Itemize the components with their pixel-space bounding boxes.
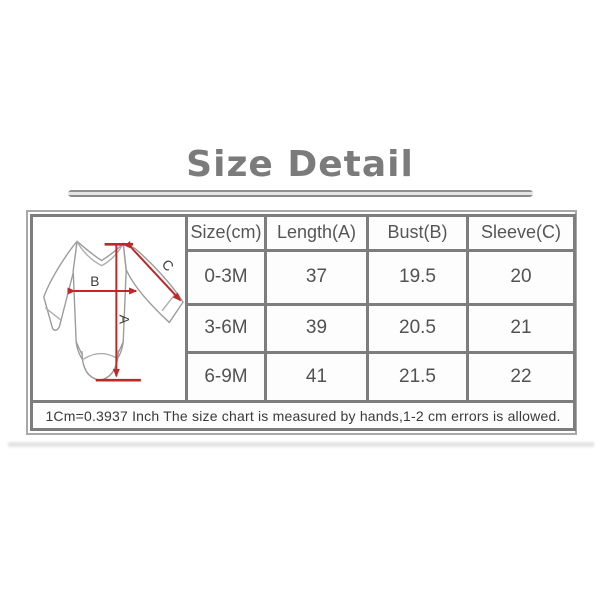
cell-sleeve-row1: 20 [466, 248, 576, 306]
table-row: 3-6M 39 20.5 21 [32, 302, 576, 354]
bodysuit-outline [43, 240, 184, 381]
diagram-cell: A B C [30, 213, 188, 404]
cell-sleeve-row2: 21 [466, 302, 576, 354]
collar-inner-line [76, 240, 124, 267]
cell-length-row3: 41 [264, 350, 369, 404]
table-row: 6-9M 41 21.5 22 [32, 350, 576, 404]
baby-bodysuit-illustration: A B C [43, 240, 184, 382]
crotch-flap-top-line [83, 352, 118, 360]
header-sleeve: Sleeve(C) [466, 214, 576, 252]
crotch-flap [81, 350, 120, 381]
cell-length-row1: 37 [264, 248, 369, 306]
cell-bust-row1: 19.5 [366, 248, 469, 306]
title-underline [68, 190, 533, 197]
cell-size-row2: 3-6M [185, 302, 267, 354]
right-sleeve [122, 242, 184, 324]
table-row: 0-3M 37 19.5 20 [32, 248, 576, 306]
torso [72, 240, 127, 367]
measurement-note: 1Cm=0.3937 Inch The size chart is measur… [30, 400, 576, 431]
size-table-frame: A B C Size(cm) Length(A) Bust(B) Sleeve(… [26, 210, 577, 435]
footnote-row: 1Cm=0.3937 Inch The size chart is measur… [30, 400, 576, 431]
cell-length-row2: 39 [264, 302, 369, 354]
header-bust: Bust(B) [366, 214, 469, 252]
length-label: A [116, 315, 132, 325]
bust-label: B [90, 273, 99, 289]
left-cuff-line [45, 307, 63, 322]
header-length: Length(A) [264, 214, 369, 252]
page-title: Size Detail [186, 144, 414, 185]
cell-size-row1: 0-3M [185, 248, 267, 306]
measure-arrows [67, 240, 182, 382]
header-size: Size(cm) [185, 214, 267, 252]
left-sleeve [43, 240, 78, 331]
cell-bust-row2: 20.5 [366, 302, 469, 354]
size-table: A B C Size(cm) Length(A) Bust(B) Sleeve(… [30, 213, 576, 431]
bottom-shadow [8, 442, 594, 447]
sleeve-label: C [159, 256, 177, 275]
cell-bust-row3: 21.5 [366, 350, 469, 404]
cell-size-row3: 6-9M [185, 350, 267, 404]
cell-sleeve-row3: 22 [466, 350, 576, 404]
sleeve-arrow-c [124, 240, 182, 302]
